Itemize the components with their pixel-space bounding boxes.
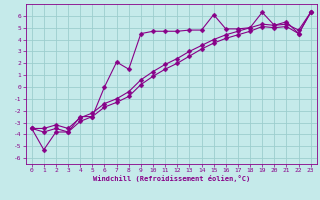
X-axis label: Windchill (Refroidissement éolien,°C): Windchill (Refroidissement éolien,°C): [92, 175, 250, 182]
